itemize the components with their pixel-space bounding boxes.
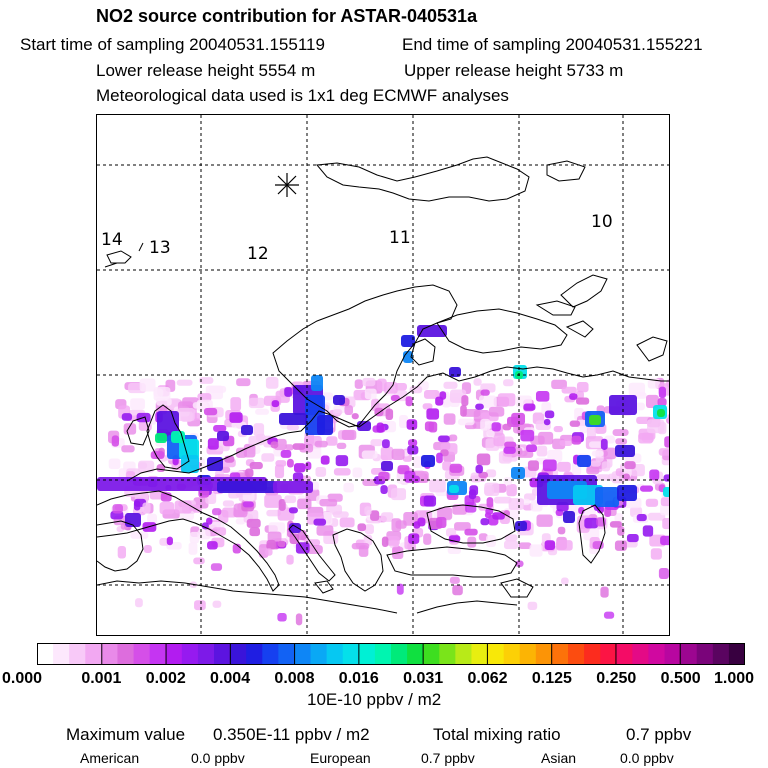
trajectory-label-10: 10 <box>591 212 613 232</box>
colorbar-tick-label: 1.000 <box>713 670 755 687</box>
colorbar-cell <box>37 643 54 665</box>
colorbar-cell <box>278 643 296 665</box>
colorbar-cell <box>487 643 505 665</box>
met-data: Meteorological data used is 1x1 deg ECMW… <box>96 86 509 105</box>
colorbar-cell <box>214 643 231 665</box>
map-title: NO2 source contribution for ASTAR-040531… <box>96 6 478 26</box>
colorbar-tick-label: 0.008 <box>274 670 315 687</box>
coastlines <box>97 156 669 614</box>
colorbar-tick-label: 0.250 <box>596 670 637 687</box>
colorbar-cell <box>133 643 151 665</box>
asian-value: 0.0 ppbv <box>620 750 674 766</box>
color-scale-bar <box>37 643 745 665</box>
trajectory-label-11: 11 <box>389 228 411 248</box>
upper-height: Upper release height 5733 m <box>404 61 624 80</box>
concentration-field <box>97 325 669 626</box>
colorbar-cell <box>519 643 537 665</box>
colorbar-cell <box>455 643 473 665</box>
end-time: End time of sampling 20040531.155221 <box>402 35 703 54</box>
max-value: 0.350E-11 ppbv / m2 <box>213 725 370 744</box>
asian-label: Asian <box>541 750 577 766</box>
colorbar-cell <box>149 643 167 665</box>
colorbar-cell <box>584 643 601 665</box>
lower-height: Lower release height 5554 m <box>96 61 316 80</box>
trajectory-label-13: 13 <box>149 238 171 258</box>
colorbar-cell <box>680 643 698 665</box>
trajectory-label-12: 12 <box>247 244 269 264</box>
colorbar-tick-label: 0.000 <box>1 670 43 687</box>
colorbar-cell <box>310 643 328 665</box>
colorbar-tick-label: 0.001 <box>81 670 122 687</box>
max-value-label: Maximum value <box>66 725 186 744</box>
trajectory-label-14: 14 <box>101 230 123 250</box>
colorbar-cell <box>600 643 617 665</box>
colorbar-cell <box>230 643 247 665</box>
colorbar-cell <box>551 643 569 665</box>
colorbar-tick-label: 0.500 <box>660 670 701 687</box>
american-value: 0.0 ppbv <box>191 750 245 766</box>
colorbar-cell <box>535 643 553 665</box>
colorbar-tick-label: 0.002 <box>145 670 186 687</box>
colorbar-cell <box>568 643 585 665</box>
colorbar-tick-label: 0.062 <box>467 670 508 687</box>
start-time: Start time of sampling 20040531.155119 <box>20 35 325 54</box>
colorbar-cell <box>632 643 650 665</box>
european-value: 0.7 ppbv <box>421 750 475 766</box>
colorbar-cell <box>374 643 392 665</box>
total-mixing-label: Total mixing ratio <box>433 725 561 744</box>
colorbar-cell <box>197 643 215 665</box>
colorbar-cell <box>246 643 263 665</box>
colorbar-cell <box>407 643 424 665</box>
total-mixing-value: 0.7 ppbv <box>626 725 692 744</box>
colorbar-cell <box>358 643 376 665</box>
colorbar-tick-label: 0.031 <box>403 670 444 687</box>
colorbar-cell <box>342 643 360 665</box>
colorbar-cell <box>117 643 135 665</box>
colorbar-cell <box>181 643 199 665</box>
colorbar-cell <box>53 643 70 665</box>
colorbar-cell <box>101 643 119 665</box>
colorbar-units: 10E-10 ppbv / m2 <box>307 690 442 709</box>
colorbar-cell <box>696 643 714 665</box>
colorbar-cell <box>85 643 102 665</box>
map-panel: 14 13 12 11 10 <box>96 114 670 636</box>
colorbar-cell <box>262 643 279 665</box>
european-label: European <box>310 750 371 766</box>
colorbar-tick-label: 0.016 <box>338 670 379 687</box>
colorbar-cell <box>165 643 183 665</box>
american-label: American <box>80 750 140 766</box>
colorbar-cell <box>728 643 745 665</box>
colorbar-cell <box>471 643 489 665</box>
colorbar-cell <box>326 643 344 665</box>
colorbar-cell <box>664 643 682 665</box>
colorbar-cell <box>294 643 312 665</box>
colorbar-tick-label: 0.004 <box>210 670 251 687</box>
colorbar-cell <box>391 643 408 665</box>
colorbar-tick-label: 0.125 <box>531 670 572 687</box>
colorbar-cell <box>616 643 633 665</box>
release-site-icon <box>275 173 299 197</box>
colorbar-cell <box>712 643 730 665</box>
colorbar-cell <box>648 643 666 665</box>
colorbar-cell <box>69 643 86 665</box>
colorbar-cell <box>439 643 456 665</box>
lat-lon-grid <box>97 115 669 635</box>
trajectory-ticks <box>104 242 144 268</box>
colorbar-cell <box>503 643 521 665</box>
colorbar-cell <box>423 643 440 665</box>
